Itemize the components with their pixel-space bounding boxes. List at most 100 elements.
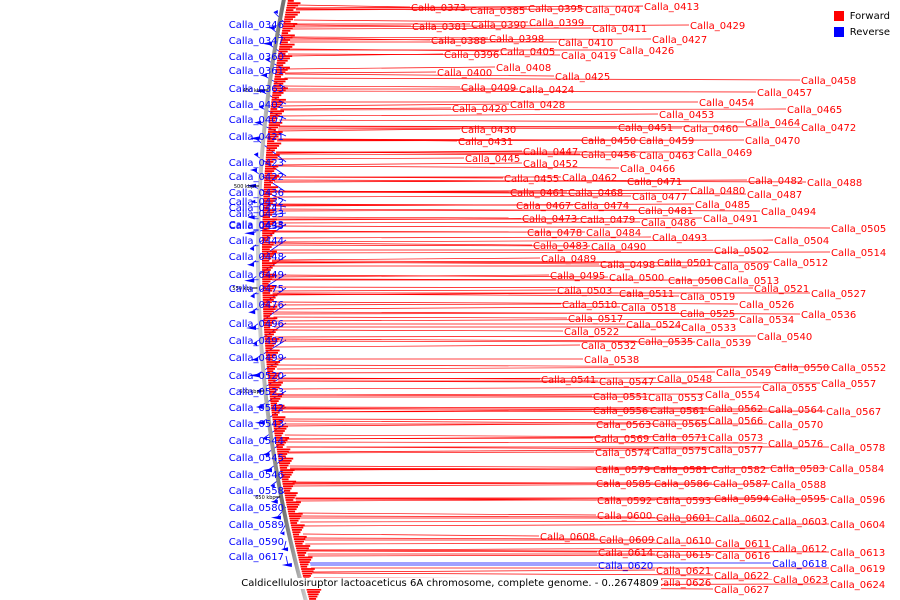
forward-feature	[262, 303, 271, 306]
forward-leader-line	[271, 261, 773, 264]
forward-gene-label: Calla_0469	[697, 148, 752, 159]
forward-gene-label: Calla_0500	[609, 273, 664, 284]
forward-feature	[283, 20, 291, 23]
forward-gene-label: Calla_0533	[681, 323, 736, 334]
forward-feature	[262, 232, 275, 235]
forward-feature	[263, 324, 272, 327]
forward-gene-label: Calla_0408	[496, 63, 551, 74]
forward-leader-line	[273, 195, 632, 198]
forward-feature	[288, 512, 303, 515]
forward-gene-label: Calla_0548	[657, 374, 712, 385]
forward-feature	[302, 572, 313, 575]
forward-leader-line	[282, 90, 757, 93]
forward-gene-label: Calla_0460	[683, 124, 738, 135]
forward-feature	[287, 510, 296, 513]
forward-gene-label: Calla_0592	[597, 496, 652, 507]
forward-gene-label: Calla_0473	[522, 214, 577, 225]
forward-feature	[302, 575, 311, 577]
forward-leader-line	[273, 311, 801, 315]
forward-leader-line	[293, 19, 529, 23]
forward-feature	[286, 4, 299, 7]
forward-feature	[267, 135, 279, 138]
forward-feature	[284, 492, 298, 494]
forward-feature	[269, 121, 283, 124]
forward-feature	[278, 460, 292, 462]
reverse-feature	[262, 452, 270, 457]
forward-feature	[288, 515, 302, 517]
forward-gene-label: Calla_0482	[748, 176, 803, 187]
forward-feature	[268, 381, 283, 384]
forward-gene-label: Calla_0588	[771, 480, 826, 491]
forward-gene-label: Calla_0396	[444, 50, 499, 61]
forward-gene-label: Calla_0524	[626, 320, 681, 331]
legend-reverse-label: Reverse	[849, 26, 890, 38]
forward-gene-label: Calla_0509	[714, 262, 769, 273]
forward-feature	[278, 50, 288, 53]
forward-feature	[266, 154, 280, 156]
reverse-feature	[250, 247, 255, 251]
forward-gene-label: Calla_0395	[528, 4, 583, 15]
forward-gene-label: Calla_0526	[739, 300, 794, 311]
forward-leader-line	[279, 386, 762, 390]
forward-feature	[264, 181, 273, 184]
forward-gene-label: Calla_0611	[715, 539, 770, 550]
forward-feature	[281, 32, 289, 34]
forward-leader-line	[280, 108, 787, 111]
reverse-gene-label: Calla_0580	[229, 503, 284, 514]
forward-feature	[266, 151, 273, 154]
forward-feature	[270, 400, 279, 402]
forward-feature	[306, 588, 322, 591]
forward-feature	[278, 48, 290, 51]
reverse-feature	[248, 310, 256, 315]
forward-gene-label: Calla_0565	[652, 419, 707, 430]
forward-gene-label: Calla_0622	[714, 571, 769, 582]
reverse-leader-line	[252, 322, 287, 345]
forward-feature	[264, 184, 271, 186]
tick-label: 600 kbp	[239, 389, 259, 395]
forward-gene-label: Calla_0452	[523, 159, 578, 170]
forward-feature	[270, 110, 284, 113]
forward-feature	[276, 62, 286, 64]
forward-feature	[262, 269, 271, 271]
forward-leader-line	[292, 24, 412, 27]
forward-feature	[262, 253, 275, 255]
forward-leader-line	[272, 217, 703, 221]
forward-gene-label: Calla_0504	[774, 236, 829, 247]
forward-feature	[262, 225, 272, 228]
forward-feature	[264, 174, 280, 177]
forward-feature	[290, 522, 298, 524]
forward-feature	[285, 13, 298, 16]
forward-gene-label: Calla_0566	[708, 416, 763, 427]
forward-feature	[283, 489, 291, 492]
forward-gene-label: Calla_0584	[829, 464, 884, 475]
forward-gene-label: Calla_0512	[773, 258, 828, 269]
forward-leader-line	[285, 441, 768, 444]
forward-feature	[292, 531, 301, 534]
forward-feature	[279, 462, 291, 465]
forward-feature	[284, 16, 296, 18]
forward-gene-label: Calla_0461	[510, 188, 565, 199]
forward-gene-label: Calla_0478	[527, 228, 582, 239]
forward-feature	[263, 312, 272, 315]
forward-feature	[262, 264, 275, 267]
forward-gene-label: Calla_0453	[659, 110, 714, 121]
reverse-feature	[254, 152, 259, 157]
forward-gene-label: Calla_0399	[529, 18, 584, 29]
forward-leader-line	[286, 446, 708, 450]
forward-gene-label: Calla_0579	[595, 465, 650, 476]
forward-gene-label: Calla_0519	[680, 292, 735, 303]
forward-gene-label: Calla_0614	[598, 548, 653, 559]
reverse-feature	[260, 73, 268, 78]
forward-feature	[287, 506, 298, 508]
reverse-gene-label: Calla_0475	[229, 284, 284, 295]
reverse-feature	[249, 168, 257, 172]
forward-gene-label: Calla_0468	[568, 188, 623, 199]
forward-gene-label: Calla_0567	[826, 407, 881, 418]
forward-gene-label: Calla_0464	[745, 118, 800, 129]
forward-gene-label: Calla_0405	[500, 47, 555, 58]
reverse-gene-label: Calla_0542	[229, 403, 284, 414]
forward-feature	[263, 190, 274, 193]
forward-feature	[298, 556, 313, 559]
forward-feature	[262, 259, 270, 262]
reverse-feature	[265, 57, 270, 62]
